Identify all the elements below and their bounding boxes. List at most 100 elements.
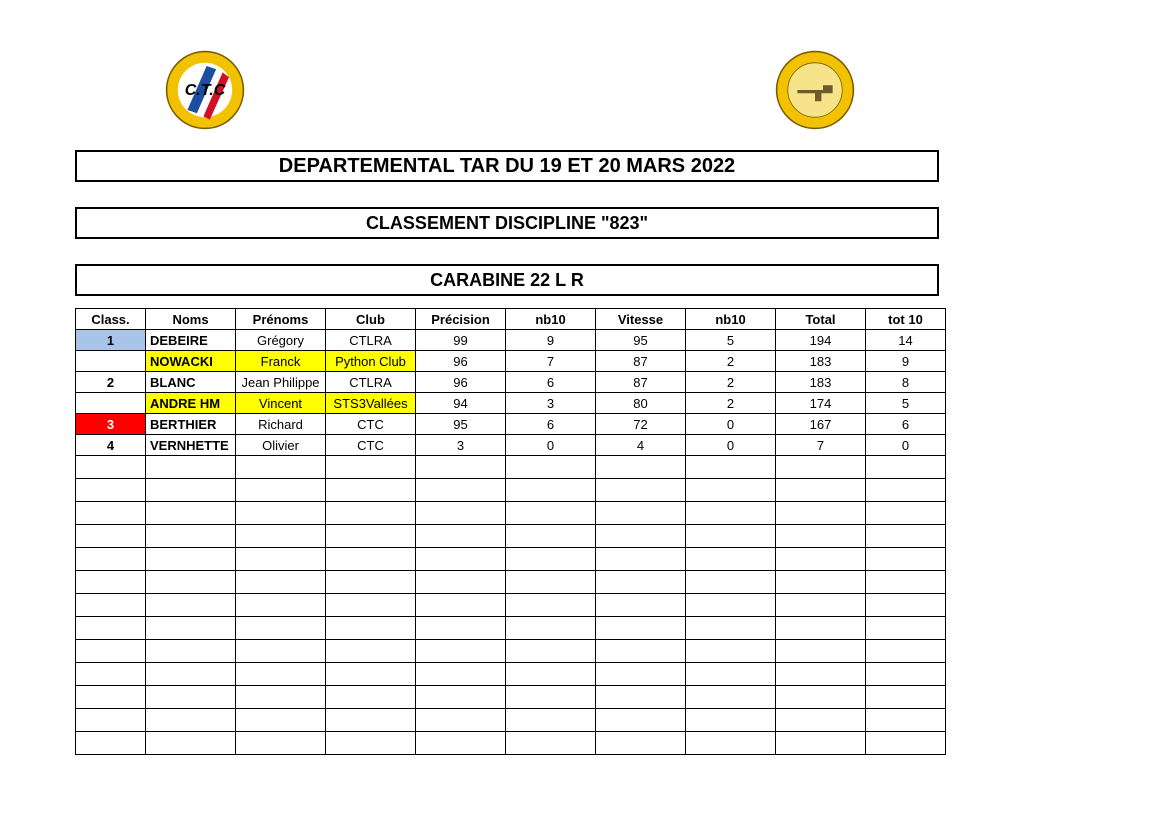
- cell-empty: [236, 502, 326, 525]
- cell-empty: [596, 479, 686, 502]
- cell-empty: [776, 548, 866, 571]
- col-header-precision: Précision: [416, 309, 506, 330]
- cell-empty: [146, 709, 236, 732]
- cell-empty: [146, 571, 236, 594]
- cell-nb10b: 2: [686, 372, 776, 393]
- cell-empty: [416, 502, 506, 525]
- cell-empty: [506, 617, 596, 640]
- cell-tot10: 14: [866, 330, 946, 351]
- table-row-empty: [76, 709, 946, 732]
- cell-nb10a: 3: [506, 393, 596, 414]
- table-row: 3BERTHIERRichardCTC9567201676: [76, 414, 946, 435]
- cell-empty: [416, 479, 506, 502]
- cell-empty: [776, 525, 866, 548]
- cell-empty: [146, 479, 236, 502]
- col-header-nb10b: nb10: [686, 309, 776, 330]
- cell-empty: [326, 456, 416, 479]
- cell-empty: [866, 640, 946, 663]
- cell-nb10a: 0: [506, 435, 596, 456]
- cell-empty: [416, 456, 506, 479]
- cell-empty: [76, 479, 146, 502]
- cell-empty: [776, 617, 866, 640]
- table-row-empty: [76, 525, 946, 548]
- cell-empty: [76, 663, 146, 686]
- cell-total: 194: [776, 330, 866, 351]
- cell-empty: [506, 640, 596, 663]
- logo-row: C.T.C: [75, 40, 1095, 150]
- cell-nb10b: 5: [686, 330, 776, 351]
- cell-nom: BLANC: [146, 372, 236, 393]
- cell-club: CTLRA: [326, 372, 416, 393]
- cell-empty: [146, 594, 236, 617]
- cell-empty: [686, 594, 776, 617]
- col-header-prenoms: Prénoms: [236, 309, 326, 330]
- cell-club: CTLRA: [326, 330, 416, 351]
- table-row-empty: [76, 640, 946, 663]
- cell-empty: [236, 617, 326, 640]
- cell-class: [76, 393, 146, 414]
- cell-empty: [326, 640, 416, 663]
- cell-class: 2: [76, 372, 146, 393]
- cell-empty: [416, 640, 506, 663]
- cell-prenom: Olivier: [236, 435, 326, 456]
- cell-empty: [236, 709, 326, 732]
- cell-empty: [596, 456, 686, 479]
- cell-empty: [76, 686, 146, 709]
- cell-precision: 94: [416, 393, 506, 414]
- cell-empty: [326, 479, 416, 502]
- cell-empty: [686, 502, 776, 525]
- cell-nb10a: 9: [506, 330, 596, 351]
- cell-empty: [236, 663, 326, 686]
- cell-empty: [416, 686, 506, 709]
- cell-nom: BERTHIER: [146, 414, 236, 435]
- cell-prenom: Franck: [236, 351, 326, 372]
- table-row-empty: [76, 548, 946, 571]
- cell-empty: [866, 502, 946, 525]
- cell-empty: [416, 571, 506, 594]
- cell-total: 183: [776, 351, 866, 372]
- cell-empty: [146, 640, 236, 663]
- cell-empty: [236, 732, 326, 755]
- cell-nb10a: 7: [506, 351, 596, 372]
- cell-vitesse: 95: [596, 330, 686, 351]
- cell-empty: [416, 709, 506, 732]
- cell-nb10b: 2: [686, 393, 776, 414]
- cell-nb10b: 2: [686, 351, 776, 372]
- cell-nom: NOWACKI: [146, 351, 236, 372]
- cell-empty: [686, 640, 776, 663]
- cell-club: CTC: [326, 435, 416, 456]
- cell-empty: [76, 525, 146, 548]
- cell-club: STS3Vallées: [326, 393, 416, 414]
- cell-empty: [596, 571, 686, 594]
- cell-tot10: 5: [866, 393, 946, 414]
- cell-tot10: 6: [866, 414, 946, 435]
- cell-empty: [506, 663, 596, 686]
- cell-tot10: 0: [866, 435, 946, 456]
- cell-vitesse: 80: [596, 393, 686, 414]
- cell-empty: [596, 732, 686, 755]
- cell-empty: [416, 617, 506, 640]
- cell-class: 3: [76, 414, 146, 435]
- club-logo-right: [775, 50, 855, 130]
- cell-empty: [686, 709, 776, 732]
- club-logo-left: C.T.C: [165, 50, 245, 130]
- table-row: 2BLANCJean PhilippeCTLRA9668721838: [76, 372, 946, 393]
- cell-prenom: Richard: [236, 414, 326, 435]
- cell-empty: [506, 686, 596, 709]
- cell-empty: [776, 640, 866, 663]
- cell-precision: 3: [416, 435, 506, 456]
- cell-empty: [596, 686, 686, 709]
- cell-empty: [236, 548, 326, 571]
- cell-vitesse: 4: [596, 435, 686, 456]
- cell-empty: [686, 617, 776, 640]
- table-row: NOWACKIFranckPython Club9678721839: [76, 351, 946, 372]
- cell-empty: [326, 502, 416, 525]
- cell-empty: [506, 479, 596, 502]
- cell-empty: [866, 686, 946, 709]
- cell-empty: [866, 594, 946, 617]
- cell-empty: [776, 663, 866, 686]
- cell-empty: [146, 617, 236, 640]
- cell-empty: [596, 640, 686, 663]
- cell-nb10b: 0: [686, 435, 776, 456]
- cell-empty: [866, 709, 946, 732]
